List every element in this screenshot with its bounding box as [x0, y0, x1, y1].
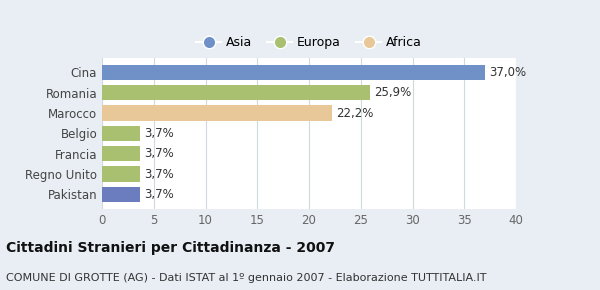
Text: COMUNE DI GROTTE (AG) - Dati ISTAT al 1º gennaio 2007 - Elaborazione TUTTITALIA.: COMUNE DI GROTTE (AG) - Dati ISTAT al 1º… — [6, 273, 487, 283]
Text: 3,7%: 3,7% — [145, 147, 174, 160]
Text: 3,7%: 3,7% — [145, 188, 174, 201]
Bar — [102, 166, 140, 182]
Text: 3,7%: 3,7% — [145, 127, 174, 140]
Bar — [102, 106, 332, 121]
Bar — [102, 146, 140, 161]
Text: 25,9%: 25,9% — [374, 86, 412, 99]
Bar — [102, 85, 370, 100]
Bar — [102, 126, 140, 141]
Text: 37,0%: 37,0% — [489, 66, 526, 79]
Text: 22,2%: 22,2% — [336, 107, 373, 119]
Text: 3,7%: 3,7% — [145, 168, 174, 180]
Text: Cittadini Stranieri per Cittadinanza - 2007: Cittadini Stranieri per Cittadinanza - 2… — [6, 241, 335, 255]
Bar — [102, 65, 485, 80]
Legend: Asia, Europa, Africa: Asia, Europa, Africa — [191, 31, 427, 54]
Bar — [102, 187, 140, 202]
